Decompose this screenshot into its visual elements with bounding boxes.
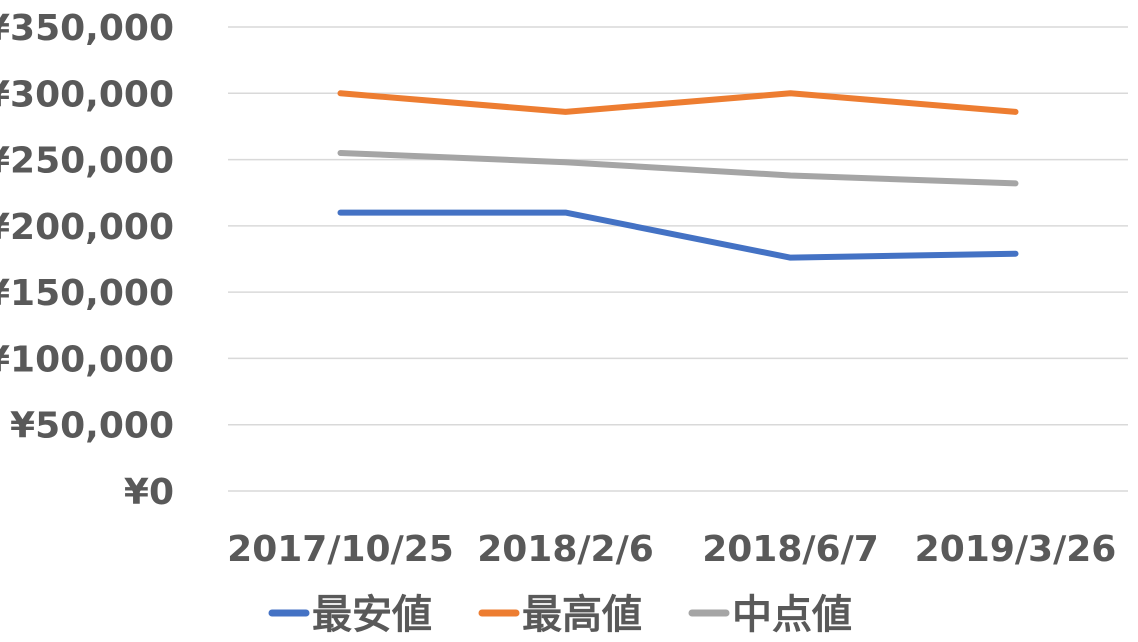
y-axis-ticks: ¥0 ¥50,000 ¥100,000 ¥150,000 ¥200,000 ¥250,00… <box>0 8 174 513</box>
y-tick-label: ¥0 <box>124 472 174 513</box>
series-line-0 <box>337 209 1019 261</box>
y-tick-label: ¥300,000 <box>0 74 174 115</box>
y-tick-label: ¥250,000 <box>0 141 174 182</box>
y-tick-label: ¥200,000 <box>0 207 174 248</box>
y-tick-label: ¥350,000 <box>0 8 174 49</box>
legend-label-0: 最安値 <box>312 592 432 638</box>
legend-label-1: 最高値 <box>522 592 642 638</box>
legend: 最安値 最高値 中点値 <box>268 592 852 638</box>
x-tick-label: 2018/2/6 <box>477 529 654 570</box>
y-tick-label: ¥150,000 <box>0 273 174 314</box>
legend-label-2: 中点値 <box>732 592 852 638</box>
gridlines <box>228 26 1128 492</box>
series-line-2 <box>337 149 1019 187</box>
series-line-1 <box>337 90 1019 115</box>
y-tick-label: ¥50,000 <box>10 406 174 447</box>
series-lines <box>337 90 1019 261</box>
x-tick-label: 2018/6/7 <box>702 529 879 570</box>
x-tick-label: 2019/3/26 <box>915 529 1117 570</box>
y-tick-label: ¥100,000 <box>0 339 174 380</box>
x-axis-ticks: 2017/10/25 2018/2/6 2018/6/7 2019/3/26 <box>227 529 1116 570</box>
x-tick-label: 2017/10/25 <box>227 529 454 570</box>
